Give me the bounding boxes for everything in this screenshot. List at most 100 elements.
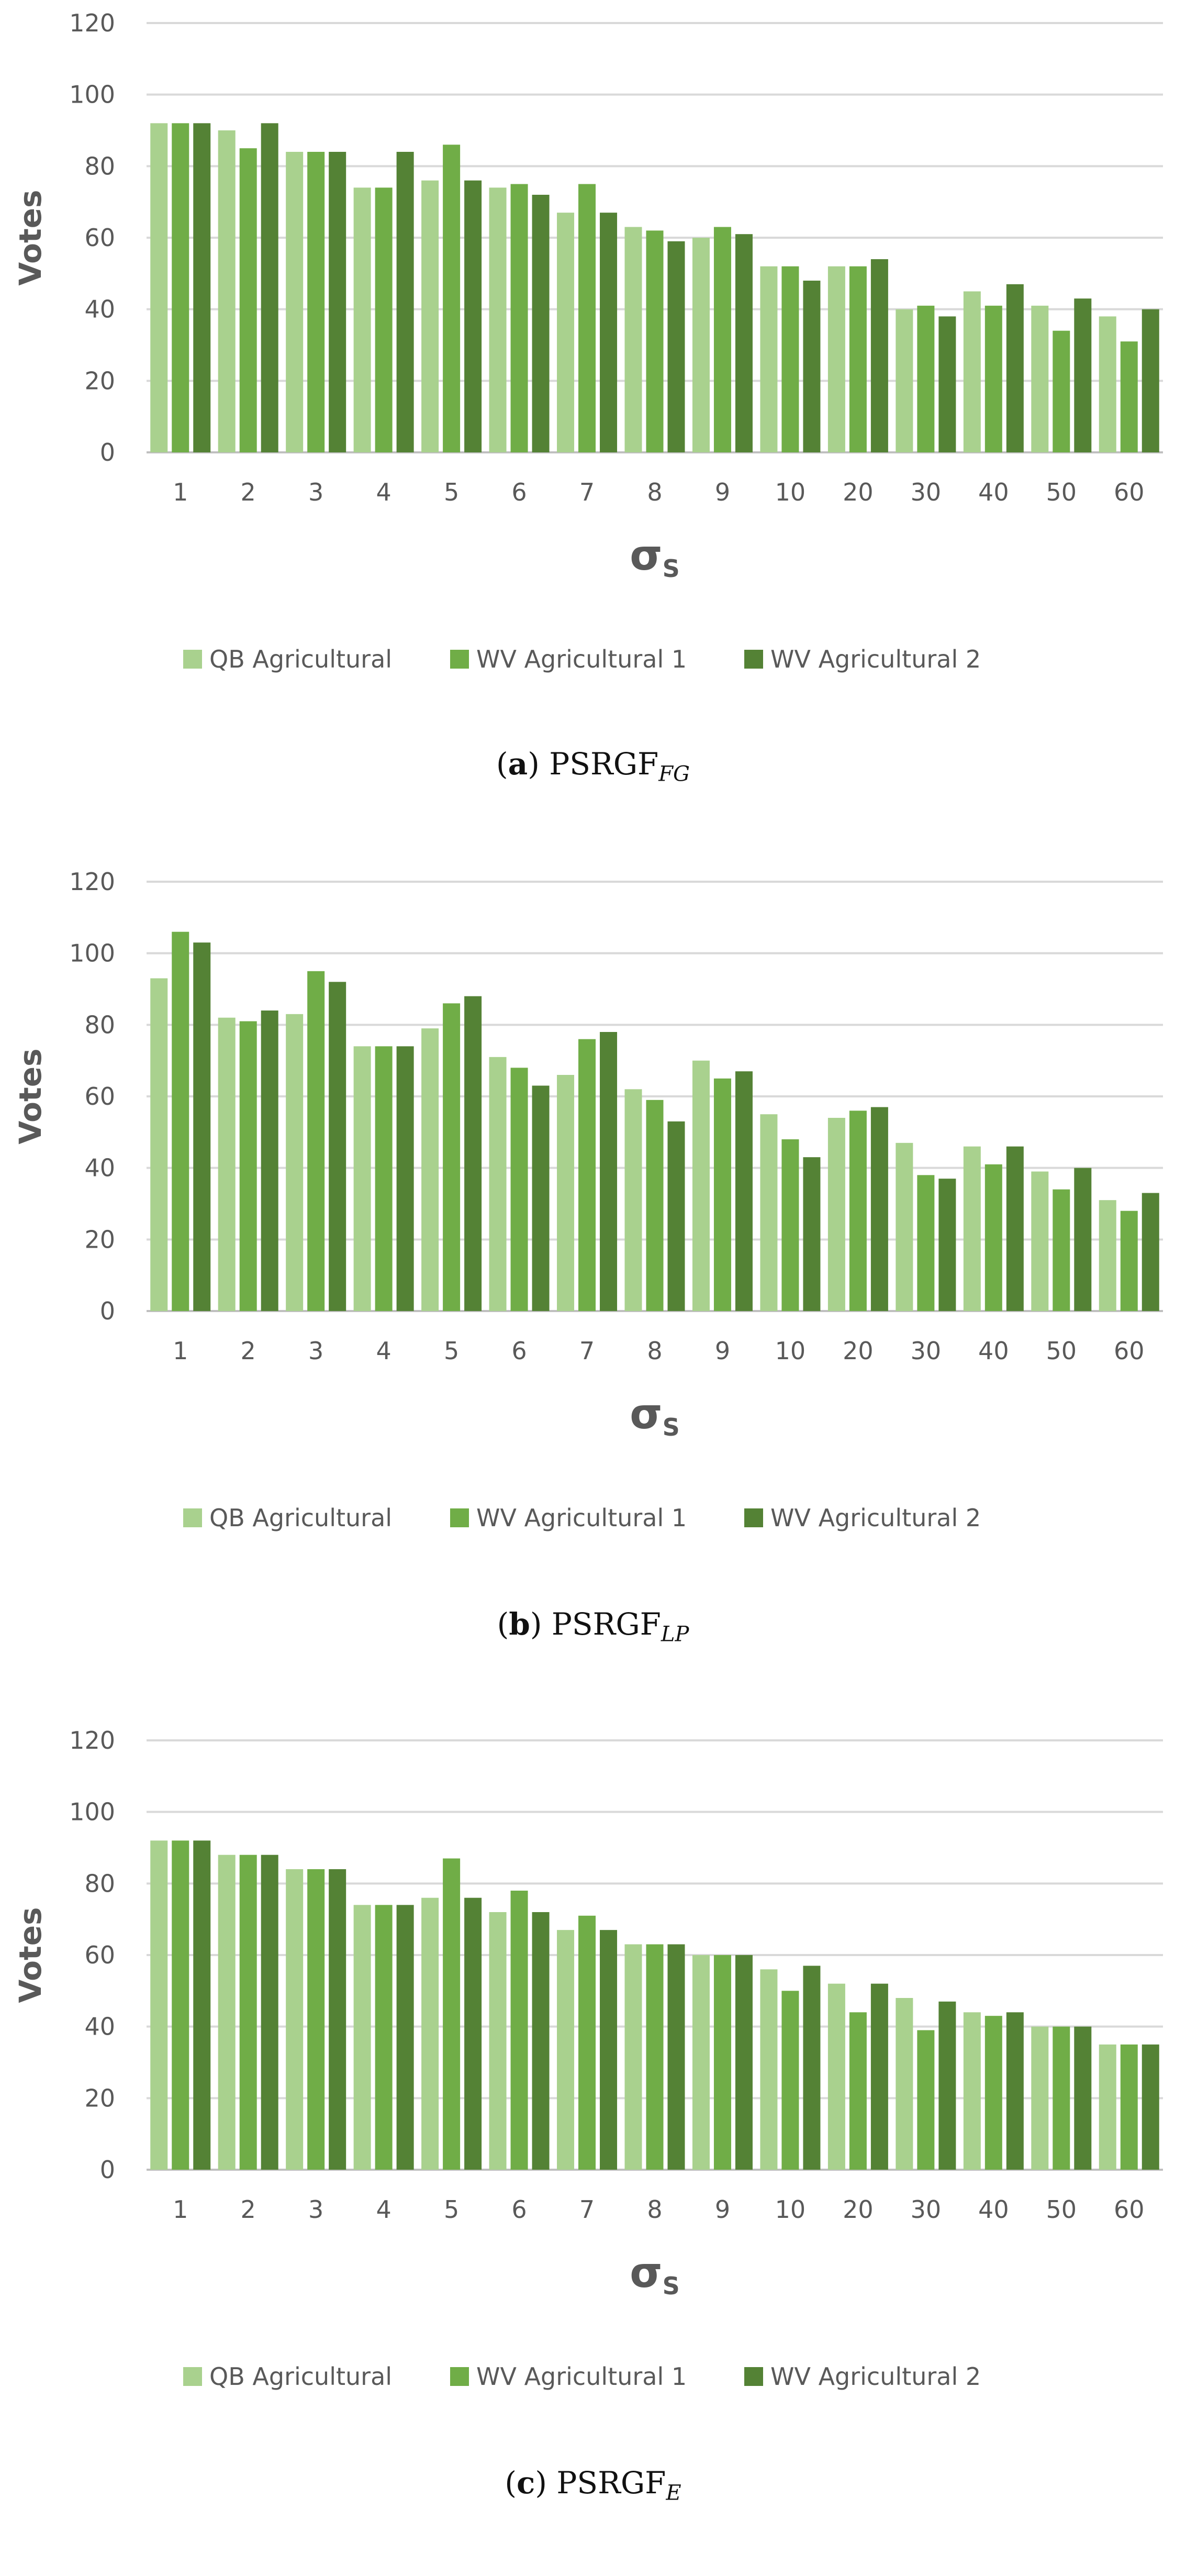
x-tick-label: 2 [241, 478, 256, 506]
bar [896, 1142, 913, 1311]
bar [938, 316, 956, 452]
bar [172, 931, 189, 1311]
bar [193, 123, 211, 453]
bar [150, 978, 168, 1311]
x-tick-label: 10 [775, 1337, 806, 1365]
bar [286, 1014, 304, 1311]
bar [557, 1930, 575, 2170]
x-tick-label: 10 [775, 478, 806, 506]
x-tick-label: 6 [511, 2195, 527, 2224]
bar [849, 266, 867, 452]
x-tick-label: 2 [241, 1337, 256, 1365]
x-tick-label: 9 [715, 2195, 730, 2224]
y-tick-label: 0 [100, 438, 115, 467]
legend-swatch [744, 1508, 763, 1527]
x-tick-label: 1 [173, 2195, 188, 2224]
bar [938, 2001, 956, 2170]
bar [781, 1139, 799, 1311]
bar [667, 1944, 685, 2170]
bar [464, 1897, 482, 2170]
legend-label: QB Agricultural [209, 1504, 392, 1532]
bar [1142, 2044, 1159, 2170]
x-tick-label: 3 [308, 2195, 323, 2224]
bar [1031, 305, 1049, 452]
bar [870, 1107, 888, 1311]
bar [510, 1891, 528, 2170]
bar [984, 1164, 1002, 1311]
y-tick-label: 0 [100, 1297, 115, 1325]
caption-c: (c) PSRGFE [505, 2465, 681, 2505]
y-tick-label: 40 [84, 1154, 115, 1182]
x-tick-label: 7 [579, 478, 595, 506]
x-tick-label: 9 [715, 1337, 730, 1365]
bar [1006, 2012, 1024, 2170]
bar [1053, 330, 1070, 452]
x-tick-label: 2 [241, 2195, 256, 2224]
y-tick-label: 80 [84, 1011, 115, 1039]
bar [193, 942, 211, 1311]
bar [646, 230, 664, 452]
bar [760, 1969, 778, 2170]
x-tick-label: 4 [376, 1337, 391, 1365]
bar [421, 1897, 439, 2170]
bar [239, 148, 257, 453]
bar [624, 1089, 642, 1311]
y-tick-label: 100 [69, 939, 115, 968]
x-tick-label: 20 [843, 2195, 874, 2224]
legend-label: WV Agricultural 1 [476, 645, 687, 673]
bar [353, 1046, 371, 1311]
bar [532, 195, 550, 452]
caption-b: (b) PSRGFLP [497, 1606, 689, 1647]
caption-subscript: LP [661, 1622, 689, 1647]
x-axis-title-subscript: S [663, 554, 680, 583]
y-tick-label: 20 [84, 2084, 115, 2112]
y-tick-label: 60 [84, 224, 115, 252]
x-tick-label: 4 [376, 2195, 391, 2224]
x-tick-label: 60 [1114, 2195, 1145, 2224]
bar [353, 1905, 371, 2170]
bar [1006, 284, 1024, 452]
bar [1006, 1146, 1024, 1311]
caption-a: (a) PSRGFFG [496, 746, 690, 786]
legend-label: WV Agricultural 2 [770, 1504, 981, 1532]
x-tick-label: 50 [1046, 2195, 1077, 2224]
x-tick-label: 30 [911, 478, 942, 506]
bar [600, 1930, 618, 2170]
chart-svg-b: 0 20 40 60 80 100 120 Votes 1 2 3 4 5 6 7 8 9 10 20 30 40 50 6… [13, 868, 1163, 1532]
bar [375, 1046, 393, 1311]
x-tick-label: 40 [978, 478, 1009, 506]
bar [489, 1057, 507, 1311]
chart-svg-a: 0 20 40 60 80 100 120 Votes 1 2 3 4 5 6 7 8 9 10 20 30 40 50 6… [13, 9, 1163, 673]
bar [532, 1085, 550, 1311]
caption-subscript: FG [658, 762, 690, 786]
y-tick-label: 60 [84, 1941, 115, 1969]
legend-label: WV Agricultural 2 [770, 2362, 981, 2391]
x-tick-label: 50 [1046, 478, 1077, 506]
bar [1120, 2044, 1138, 2170]
x-tick-label: 4 [376, 478, 391, 506]
bar [692, 238, 710, 452]
bar [870, 1983, 888, 2170]
y-tick-label: 100 [69, 1798, 115, 1826]
bar [692, 1060, 710, 1311]
x-tick-label: 7 [579, 1337, 595, 1365]
bar [646, 1100, 664, 1311]
y-tick-label: 40 [84, 295, 115, 324]
bar [667, 1121, 685, 1311]
bar [1053, 2026, 1070, 2170]
bar [286, 1869, 304, 2170]
bar [803, 1157, 821, 1311]
x-tick-label: 40 [978, 1337, 1009, 1365]
legend-swatch [450, 1508, 469, 1527]
bar [464, 180, 482, 453]
bar [443, 1003, 461, 1311]
caption-text: PSRGF [556, 2465, 666, 2501]
x-tick-label: 3 [308, 478, 323, 506]
y-axis-title: Votes [13, 190, 48, 285]
bar [600, 213, 618, 452]
x-tick-label: 7 [579, 2195, 595, 2224]
bar [510, 1068, 528, 1311]
legend-swatch [183, 1508, 202, 1527]
bar [261, 1855, 278, 2170]
y-tick-label: 80 [84, 1869, 115, 1897]
